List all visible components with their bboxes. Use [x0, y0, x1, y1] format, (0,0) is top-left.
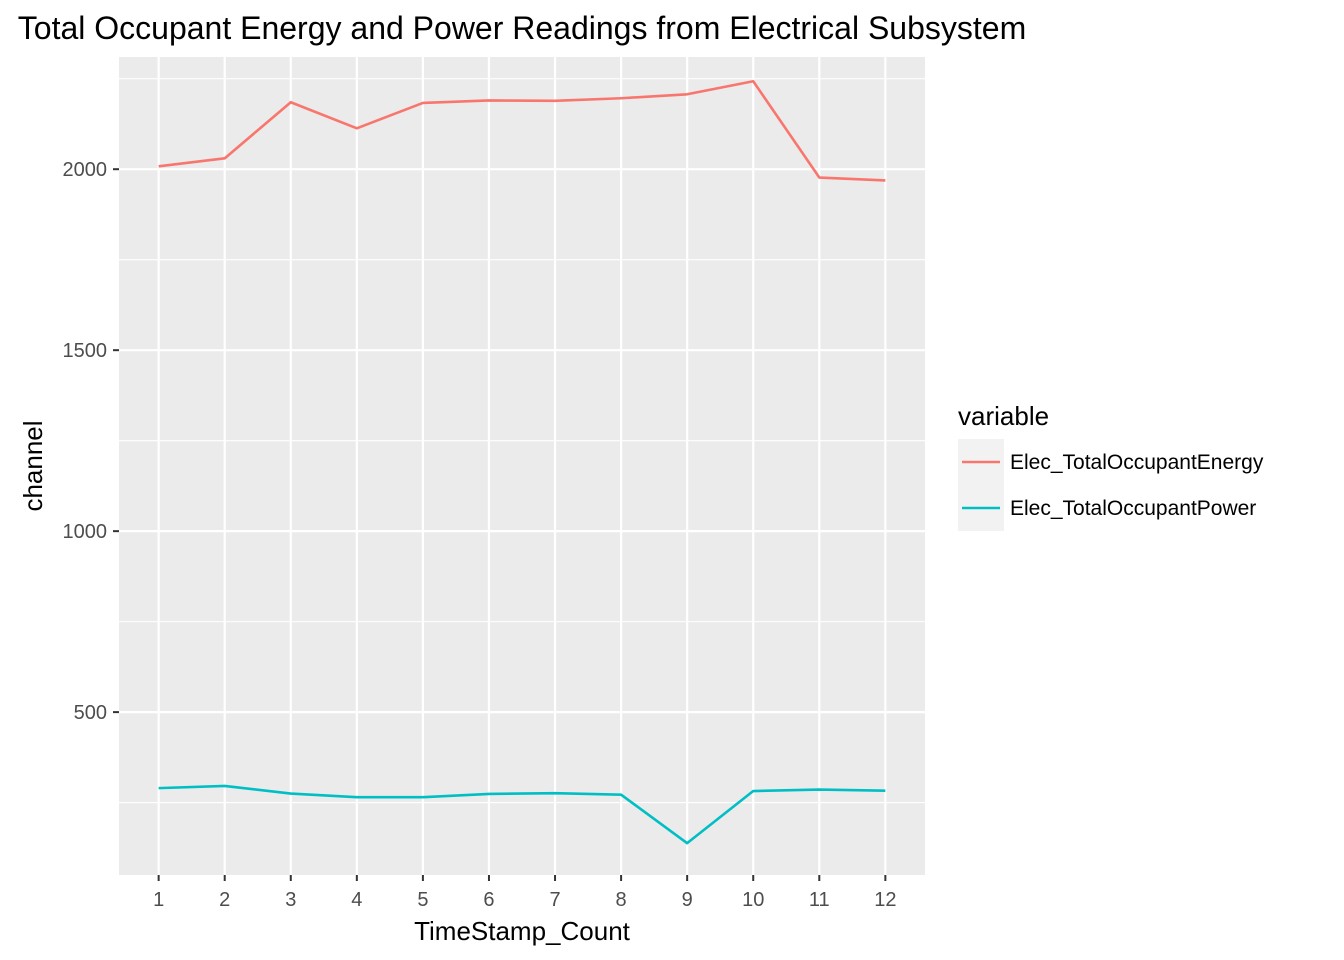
legend: variable Elec_TotalOccupantEnergy Elec_T… [958, 401, 1264, 531]
grid-major-lines [119, 57, 925, 875]
legend-label-energy: Elec_TotalOccupantEnergy [1010, 451, 1264, 474]
legend-title: variable [958, 401, 1049, 431]
x-tick-label: 9 [682, 889, 693, 911]
x-tick-label: 4 [351, 889, 362, 911]
x-tick-label: 2 [219, 889, 230, 911]
y-tick-label: 1000 [63, 521, 108, 543]
legend-item-power: Elec_TotalOccupantPower [958, 485, 1256, 531]
series-layer [158, 79, 886, 845]
y-tick-label: 2000 [63, 159, 108, 181]
x-tick-label: 7 [549, 889, 560, 911]
x-tick-label: 6 [483, 889, 494, 911]
x-tick-label: 12 [874, 889, 896, 911]
y-tick-label: 500 [74, 702, 107, 724]
y-axis-title: channel [18, 420, 48, 511]
grid-minor-lines [119, 78, 925, 804]
x-tick-label: 5 [417, 889, 428, 911]
series-line-energy [158, 79, 886, 182]
x-tick-label: 8 [616, 889, 627, 911]
x-axis-title: TimeStamp_Count [414, 916, 631, 946]
y-axis-ticks: 500 1000 1500 2000 [63, 159, 119, 724]
x-axis-ticks: 1 2 3 4 5 6 7 8 9 10 11 12 [153, 875, 896, 911]
legend-label-power: Elec_TotalOccupantPower [1010, 497, 1256, 520]
legend-item-energy: Elec_TotalOccupantEnergy [958, 439, 1264, 485]
chart-title: Total Occupant Energy and Power Readings… [18, 10, 1026, 46]
plot-panel [119, 57, 925, 875]
y-tick-label: 1500 [63, 340, 108, 362]
x-tick-label: 3 [285, 889, 296, 911]
series-line-power [158, 784, 886, 845]
x-tick-label: 1 [153, 889, 164, 911]
x-tick-label: 11 [809, 889, 830, 911]
x-tick-label: 10 [742, 889, 764, 911]
